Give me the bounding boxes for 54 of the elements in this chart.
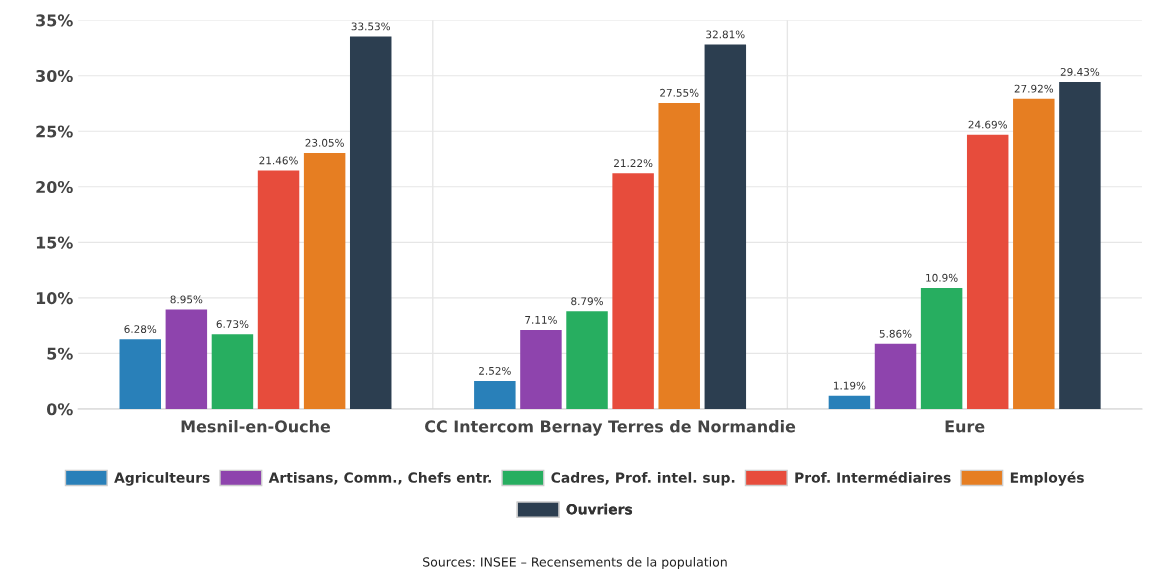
- bar: [704, 44, 747, 409]
- data-label: 6.28%: [124, 325, 157, 334]
- data-label: 8.95%: [170, 295, 203, 304]
- y-tick-label: 5%: [47, 347, 73, 360]
- y-tick-label: 25%: [36, 125, 73, 138]
- bar: [303, 152, 346, 409]
- data-label: 1.19%: [834, 381, 866, 390]
- bar: [966, 134, 1009, 409]
- bar: [828, 395, 871, 409]
- source-note: Sources: INSEE – Recensements de la population: [423, 556, 727, 570]
- data-label: 6.73%: [216, 320, 249, 329]
- data-label: 2.52%: [479, 366, 511, 375]
- bar: [520, 329, 562, 409]
- data-label: 29.43%: [1060, 67, 1100, 76]
- legend-label: Ouvriers: [566, 503, 633, 515]
- data-label: 23.05%: [305, 138, 344, 147]
- bar: [349, 36, 392, 409]
- data-label: 21.22%: [614, 159, 653, 168]
- bar: [1013, 98, 1055, 409]
- x-tick-label: Mesnil-en-Ouche: [181, 420, 331, 433]
- y-tick-label: 10%: [36, 292, 73, 305]
- data-label: 33.53%: [351, 22, 391, 31]
- bar: [658, 102, 700, 409]
- bar: [119, 339, 161, 409]
- bar: [474, 380, 516, 409]
- x-tick-label: Eure: [945, 420, 985, 433]
- bar: [257, 170, 300, 409]
- bar: [566, 311, 608, 409]
- data-label: 21.46%: [259, 156, 298, 165]
- y-tick-label: 35%: [36, 14, 73, 27]
- data-label: 8.79%: [571, 297, 603, 306]
- bar: [612, 173, 654, 409]
- bar: [211, 334, 254, 409]
- y-tick-label: 0%: [46, 403, 73, 416]
- legend-label: Employés: [1010, 471, 1084, 486]
- data-label: 27.92%: [1014, 84, 1054, 93]
- y-tick-label: 30%: [36, 69, 73, 82]
- legend-label: Artisans, Comm., Chefs entr.: [268, 472, 491, 485]
- data-label: 5.86%: [879, 329, 912, 338]
- bar: [920, 287, 963, 409]
- legend-label: Prof. Intermédiaires: [795, 471, 951, 483]
- data-label: 24.69%: [968, 120, 1007, 129]
- legend-label: Cadres, Prof. intel. sup.: [551, 472, 735, 486]
- legend-label: Agriculteurs: [114, 472, 210, 486]
- bar: [165, 309, 208, 409]
- y-tick-label: 15%: [36, 236, 73, 249]
- data-label: 27.55%: [660, 88, 699, 97]
- y-tick-label: 20%: [36, 181, 73, 194]
- data-label: 32.81%: [706, 30, 745, 39]
- x-tick-label: CC Intercom Bernay Terres de Normandie: [425, 420, 796, 436]
- data-label: 7.11%: [525, 315, 557, 324]
- bar: [874, 343, 917, 409]
- data-label: 10.9%: [926, 273, 958, 282]
- bar: [1059, 82, 1101, 409]
